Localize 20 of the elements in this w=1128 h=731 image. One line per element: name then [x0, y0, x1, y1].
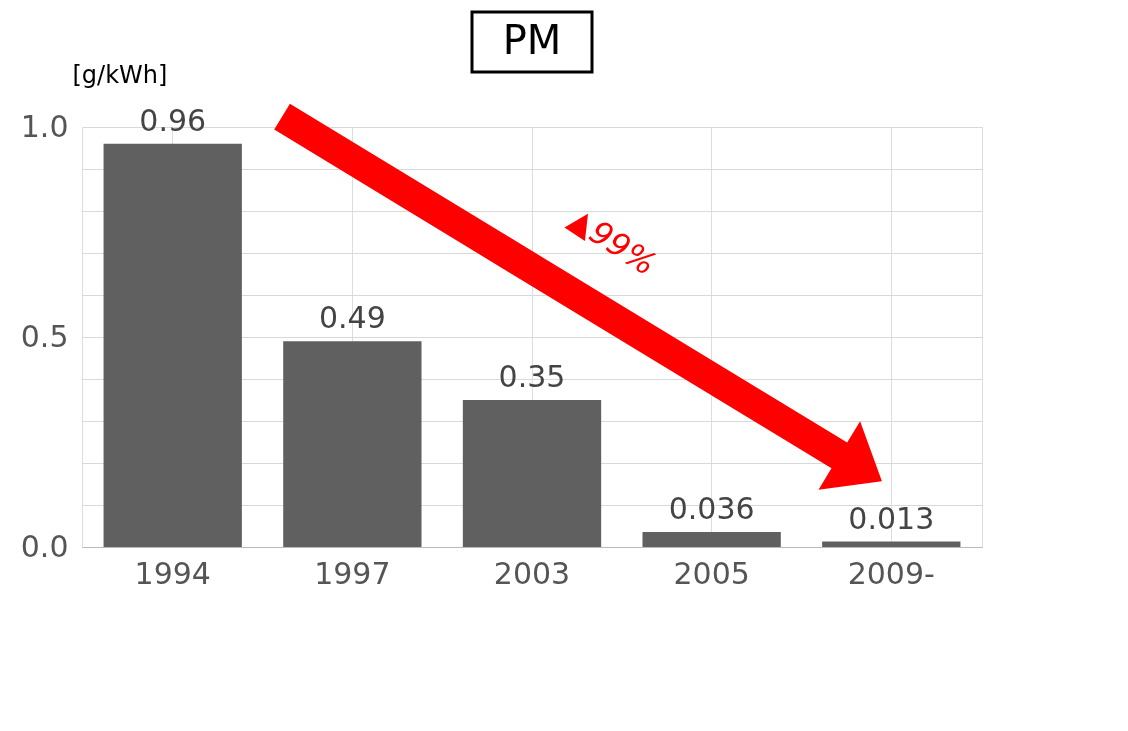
- bar: [103, 143, 242, 547]
- data-label: 0.96: [139, 102, 207, 138]
- chart-title: PM: [502, 17, 562, 63]
- y-tick-label: 0.5: [20, 318, 69, 354]
- x-tick-label: 1994: [134, 555, 211, 591]
- bar: [283, 341, 422, 547]
- bar: [642, 531, 781, 547]
- data-label: 0.013: [848, 500, 935, 536]
- x-tick-label: 2003: [493, 555, 571, 591]
- y-tick-label: 0.0: [20, 528, 69, 564]
- x-tick-label: 1997: [314, 555, 391, 591]
- bar: [462, 400, 602, 547]
- data-label: 0.49: [318, 300, 386, 336]
- data-label: 0.35: [498, 359, 566, 394]
- bar: [822, 541, 961, 547]
- data-label: 0.036: [668, 490, 755, 526]
- y-axis-title: [g/kWh]: [72, 60, 168, 89]
- x-tick-label: 2005: [673, 555, 750, 591]
- y-tick-label: 1.0: [20, 108, 69, 144]
- x-tick-label: 2009-: [847, 555, 935, 591]
